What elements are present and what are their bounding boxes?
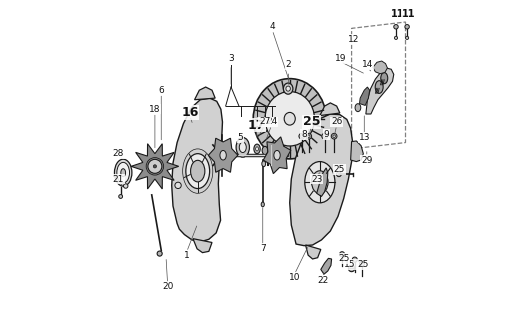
Polygon shape xyxy=(193,239,212,252)
Text: 14: 14 xyxy=(362,60,373,69)
Ellipse shape xyxy=(212,151,217,156)
Text: 21: 21 xyxy=(112,174,124,184)
Ellipse shape xyxy=(348,265,355,272)
Ellipse shape xyxy=(262,161,266,167)
Text: 2: 2 xyxy=(285,60,291,69)
Ellipse shape xyxy=(355,104,361,112)
Polygon shape xyxy=(320,103,340,116)
Ellipse shape xyxy=(305,162,335,203)
Ellipse shape xyxy=(394,25,398,29)
Ellipse shape xyxy=(255,147,259,151)
Text: 25: 25 xyxy=(333,165,345,174)
Text: 29: 29 xyxy=(361,156,373,164)
Text: 19: 19 xyxy=(335,54,346,63)
Ellipse shape xyxy=(306,133,312,139)
Text: 11: 11 xyxy=(391,9,405,19)
Text: 13: 13 xyxy=(359,133,370,142)
Ellipse shape xyxy=(153,165,156,168)
Text: 20: 20 xyxy=(162,282,173,292)
Ellipse shape xyxy=(360,261,365,266)
Text: 15: 15 xyxy=(344,260,356,269)
Ellipse shape xyxy=(262,146,268,155)
Ellipse shape xyxy=(261,202,264,207)
Polygon shape xyxy=(317,168,328,196)
Ellipse shape xyxy=(239,142,246,153)
Ellipse shape xyxy=(381,73,388,84)
Text: 9: 9 xyxy=(324,130,329,139)
Ellipse shape xyxy=(186,154,209,188)
Ellipse shape xyxy=(322,133,328,139)
Polygon shape xyxy=(263,137,291,174)
Ellipse shape xyxy=(119,195,122,198)
Ellipse shape xyxy=(283,83,293,94)
Ellipse shape xyxy=(394,36,397,39)
Polygon shape xyxy=(351,141,363,162)
Ellipse shape xyxy=(123,184,128,188)
Ellipse shape xyxy=(352,257,357,262)
Text: 25: 25 xyxy=(338,254,349,263)
Text: 3: 3 xyxy=(228,54,234,63)
Text: 11: 11 xyxy=(402,9,415,19)
Text: 16: 16 xyxy=(181,106,199,119)
Text: 8: 8 xyxy=(301,130,307,139)
Ellipse shape xyxy=(405,25,409,29)
Text: 6: 6 xyxy=(158,86,164,95)
Ellipse shape xyxy=(284,112,295,125)
Ellipse shape xyxy=(375,81,383,93)
Polygon shape xyxy=(195,87,215,100)
Ellipse shape xyxy=(308,135,310,138)
Ellipse shape xyxy=(117,162,130,183)
Ellipse shape xyxy=(340,252,345,257)
Text: 28: 28 xyxy=(112,149,124,158)
Polygon shape xyxy=(321,258,332,274)
Text: 25: 25 xyxy=(303,116,320,128)
Ellipse shape xyxy=(300,135,303,138)
Ellipse shape xyxy=(190,160,205,182)
Text: 27: 27 xyxy=(259,117,270,126)
Ellipse shape xyxy=(265,92,314,146)
Ellipse shape xyxy=(274,150,280,160)
Ellipse shape xyxy=(299,133,304,139)
Polygon shape xyxy=(373,61,388,74)
Text: 1: 1 xyxy=(184,251,189,260)
Ellipse shape xyxy=(336,172,341,177)
Ellipse shape xyxy=(286,86,291,91)
Text: 17: 17 xyxy=(248,119,265,132)
Ellipse shape xyxy=(148,159,162,173)
Text: 25: 25 xyxy=(357,260,368,269)
Polygon shape xyxy=(289,114,352,246)
Polygon shape xyxy=(366,68,394,114)
Ellipse shape xyxy=(157,251,162,256)
Ellipse shape xyxy=(236,138,249,157)
Ellipse shape xyxy=(406,36,409,39)
Ellipse shape xyxy=(220,150,227,160)
Text: 7: 7 xyxy=(260,244,266,253)
Ellipse shape xyxy=(331,133,337,139)
Text: 12: 12 xyxy=(347,35,359,44)
Text: 10: 10 xyxy=(289,273,300,282)
Ellipse shape xyxy=(115,159,132,186)
Polygon shape xyxy=(305,245,321,259)
Ellipse shape xyxy=(312,171,328,194)
Text: 18: 18 xyxy=(149,105,160,114)
Text: 5: 5 xyxy=(238,133,244,142)
Polygon shape xyxy=(131,144,179,189)
Ellipse shape xyxy=(253,79,326,159)
Text: 26: 26 xyxy=(331,117,342,126)
Ellipse shape xyxy=(254,144,260,154)
Polygon shape xyxy=(208,138,238,172)
Polygon shape xyxy=(360,87,369,105)
Polygon shape xyxy=(172,98,222,242)
Ellipse shape xyxy=(333,135,335,138)
Text: 23: 23 xyxy=(311,174,322,184)
Ellipse shape xyxy=(324,135,326,138)
Ellipse shape xyxy=(175,182,181,188)
Text: 24: 24 xyxy=(266,117,277,126)
Text: 22: 22 xyxy=(317,276,329,285)
Ellipse shape xyxy=(121,169,125,177)
Text: 4: 4 xyxy=(269,22,275,31)
